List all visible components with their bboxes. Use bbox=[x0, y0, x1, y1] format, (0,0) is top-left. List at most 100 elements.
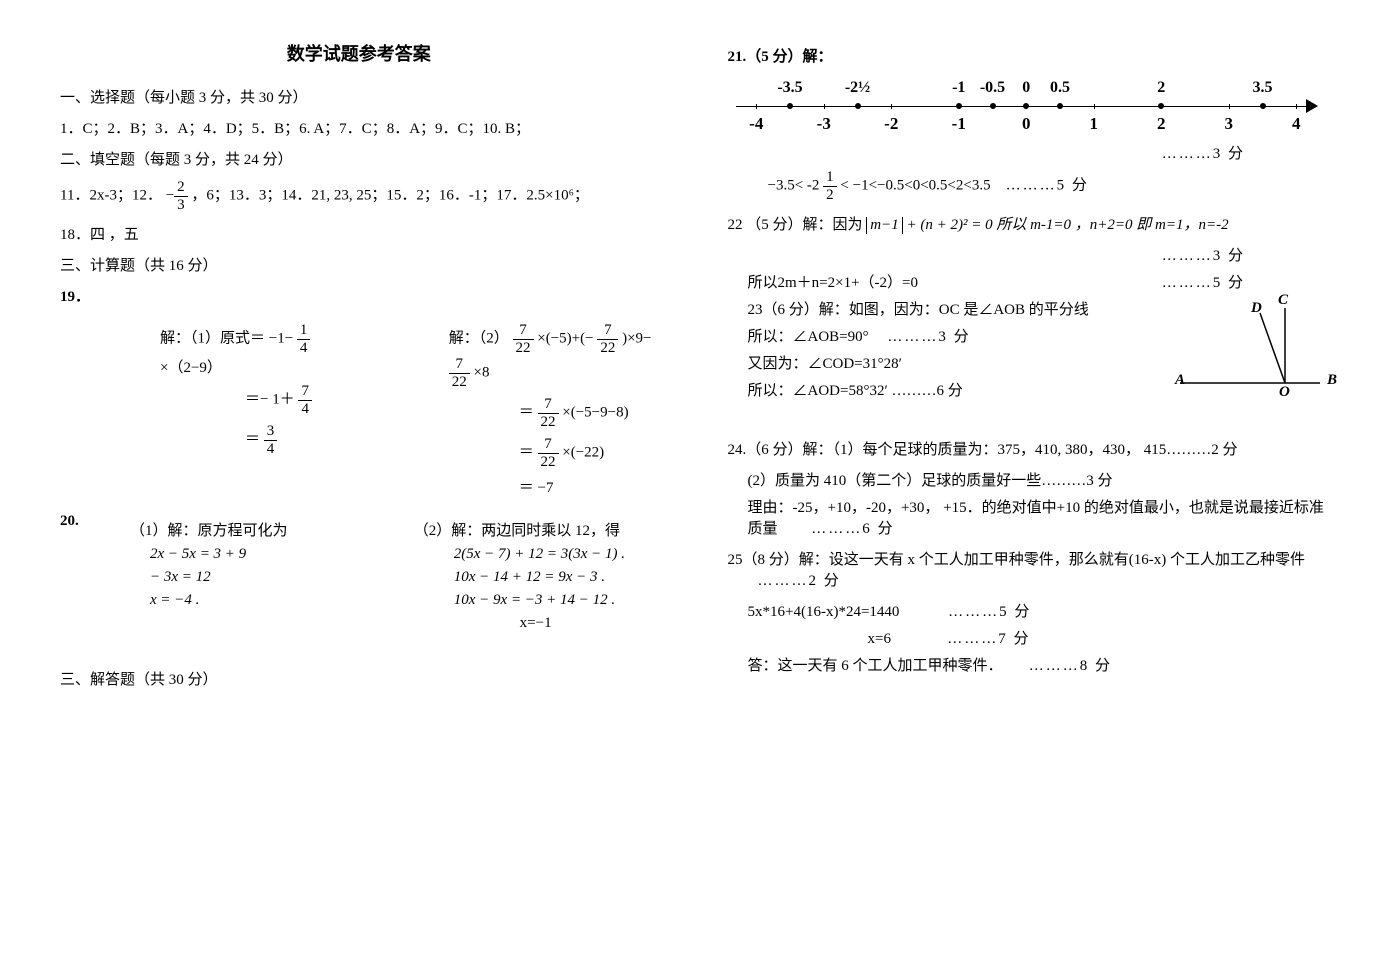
numline-tick-label: 1 bbox=[1090, 114, 1099, 134]
q19-2-l1: 解：（2） 722 ×(−5)+(− 722 )×9− 722 ×8 bbox=[449, 322, 658, 390]
left-column: 数学试题参考答案 一、选择题（每小题 3 分，共 30 分） 1．C；2．B；3… bbox=[0, 0, 698, 971]
numline-tick-label: 0 bbox=[1022, 114, 1031, 134]
answers-1-10: 1．C；2．B；3．A；4．D；5．B；6. A；7．C；8．A；9．C；10.… bbox=[60, 117, 658, 138]
right-column: 21.（5 分）解： -4-3-2-101234-3.5-2½-1-0.500.… bbox=[698, 0, 1375, 971]
answers-1-10-text: 1．C；2．B；3．A；4．D；5．B；6. A；7．C；8．A；9．C；10.… bbox=[60, 121, 530, 137]
q21-ineq: −3.5< -2 12 < −1<−0.5<0<0.5<2<3.5 ………5 分 bbox=[768, 169, 1326, 203]
numline-tick-label: 4 bbox=[1292, 114, 1301, 134]
numline-dot-label: 3.5 bbox=[1253, 79, 1273, 97]
q20-1-l2: − 3x = 12 bbox=[150, 569, 374, 586]
q25-l3-row: x=6 ………7 分 bbox=[868, 627, 1326, 648]
numline-tick-label: -3 bbox=[817, 114, 831, 134]
frac-7-22d: 722 bbox=[538, 396, 559, 430]
q21-ineq-b: < −1<−0.5<0<0.5<2<3.5 bbox=[840, 177, 990, 193]
q19-label: 19． bbox=[60, 285, 658, 306]
numline-arrow-icon bbox=[1306, 99, 1318, 113]
q25-l1-row: 25（8 分）解：设这一天有 x 个工人加工甲种零件，那么就有(16-x) 个工… bbox=[728, 548, 1326, 590]
numline-dot bbox=[990, 103, 996, 109]
q19-2-head: 解：（2） bbox=[449, 330, 509, 346]
fill-18: 18．四 ，五 bbox=[60, 223, 658, 244]
q19-1-head: 解：（1）原式＝ −1− bbox=[160, 330, 293, 346]
q25-score7: ………7 分 bbox=[947, 631, 1030, 647]
numline-dot-label: -1 bbox=[952, 79, 965, 97]
angle-diagram: A B O C D bbox=[1175, 298, 1325, 398]
frac-7-22c: 722 bbox=[449, 356, 470, 390]
q19-1: 解：（1）原式＝ −1− 14 ×（2−9） ＝− 1＋ 74 ＝ 34 bbox=[60, 316, 369, 503]
numline-dot bbox=[1158, 103, 1164, 109]
frac-1-4: 14 bbox=[297, 322, 311, 356]
q19-2-l3b: ×(−22) bbox=[562, 444, 604, 460]
q24-l3-row: 理由：-25，+10，-20，+30， +15．的绝对值中+10 的绝对值最小，… bbox=[748, 496, 1326, 538]
q19-1-head-post: ×（2−9） bbox=[160, 360, 222, 376]
q21-ineq-a: −3.5< -2 bbox=[768, 177, 820, 193]
q19-2-eq3: ＝ bbox=[519, 444, 534, 460]
q20-2-l2: 10x − 14 + 12 = 9x − 3 . bbox=[454, 569, 658, 586]
q19-2-l4: ＝ −7 bbox=[449, 476, 658, 497]
q19-1-eq: ＝ bbox=[245, 431, 260, 447]
numline-dot-label: -3.5 bbox=[777, 79, 802, 97]
lbl-A: A bbox=[1175, 372, 1185, 389]
numline-tick bbox=[824, 104, 825, 109]
numline-tick bbox=[756, 104, 757, 109]
q20-2-head: （2）解：两边同时乘以 12，得 bbox=[414, 519, 658, 540]
number-line: -4-3-2-101234-3.5-2½-1-0.500.523.5 bbox=[736, 76, 1316, 136]
q20-2: （2）解：两边同时乘以 12，得 2(5x − 7) + 12 = 3(3x −… bbox=[414, 513, 658, 638]
q20-block: 20. （1）解：原方程可化为 2x − 5x = 3 + 9 − 3x = 1… bbox=[60, 513, 658, 638]
q19-1-l3: ＝ 34 bbox=[160, 423, 369, 457]
lbl-O: O bbox=[1279, 384, 1290, 401]
q20-1-head: （1）解：原方程可化为 bbox=[130, 519, 374, 540]
doc-title: 数学试题参考答案 bbox=[60, 40, 658, 66]
fill-11-17: 11．2x-3；12． −23 ，6；13．3；14．21, 23, 25；15… bbox=[60, 179, 658, 213]
q25-l3: x=6 bbox=[868, 631, 891, 647]
frac-7-4: 74 bbox=[298, 383, 312, 417]
q25-l1: 25（8 分）解：设这一天有 x 个工人加工甲种零件，那么就有(16-x) 个工… bbox=[728, 552, 1306, 568]
numline-tick-label: 2 bbox=[1157, 114, 1166, 134]
frac-2-3: 23 bbox=[174, 179, 188, 213]
page: 数学试题参考答案 一、选择题（每小题 3 分，共 30 分） 1．C；2．B；3… bbox=[0, 0, 1375, 971]
q24-score6: ………6 分 bbox=[811, 521, 894, 537]
q20-1-l1: 2x − 5x = 3 + 9 bbox=[150, 546, 374, 563]
numline-dot-label: 0 bbox=[1022, 79, 1030, 97]
q19-1-l2: ＝− 1＋ 74 bbox=[160, 383, 369, 417]
q22-abs: m−1 bbox=[866, 217, 902, 234]
q25-l2: 5x*16+4(16-x)*24=1440 bbox=[748, 604, 900, 620]
q21-score3: ………3 分 bbox=[728, 142, 1246, 163]
numline-dot-label: -0.5 bbox=[980, 79, 1005, 97]
q25-score8: ………8 分 bbox=[1029, 658, 1112, 674]
q19-2-c: ×8 bbox=[474, 364, 490, 380]
q22-pre: 22 （5 分）解：因为 bbox=[728, 217, 863, 233]
q20-1: （1）解：原方程可化为 2x − 5x = 3 + 9 − 3x = 12 x … bbox=[130, 513, 374, 638]
section-answer-header: 三、解答题（共 30 分） bbox=[60, 668, 658, 689]
q20-1-l3: x = −4 . bbox=[150, 592, 374, 609]
q23-block: A B O C D 23（6 分）解：如图，因为：OC 是∠AOB 的平分线 所… bbox=[728, 298, 1326, 428]
q20-2-l4: x=−1 bbox=[414, 615, 658, 632]
q19-2-a: ×(−5)+(− bbox=[537, 330, 593, 346]
numline-dot-label: -2½ bbox=[845, 79, 870, 97]
numline-tick bbox=[1229, 104, 1230, 109]
q24-l2: (2）质量为 410（第二个）足球的质量好一些………3 分 bbox=[748, 469, 1326, 490]
numline-dot bbox=[1023, 103, 1029, 109]
numline-dot-label: 2 bbox=[1157, 79, 1165, 97]
q19-2-l2: ＝ 722 ×(−5−9−8) bbox=[449, 396, 658, 430]
q22-l2-row: 所以2m＋n=2×1+（-2）=0 ………5 分 bbox=[748, 271, 1326, 292]
q22-score5: ………5 分 bbox=[1162, 271, 1245, 292]
section-answer-header-text: 三、解答题（共 30 分） bbox=[60, 672, 218, 688]
q20-2-l3: 10x − 9x = −3 + 14 − 12 . bbox=[454, 592, 658, 609]
frac-3-4: 34 bbox=[264, 423, 278, 457]
numline-tick-label: 3 bbox=[1225, 114, 1234, 134]
numline-tick-label: -1 bbox=[952, 114, 966, 134]
q20-label: 20. bbox=[60, 513, 90, 638]
q24-l1: 24.（6 分）解：（1）每个足球的质量为：375，410, 380，430， … bbox=[728, 438, 1326, 459]
q23-score3: ………3 分 bbox=[887, 329, 970, 345]
numline-dot bbox=[956, 103, 962, 109]
frac-7-22a: 722 bbox=[513, 322, 534, 356]
angle-svg bbox=[1175, 298, 1325, 398]
q22-score3: ………3 分 bbox=[728, 244, 1246, 265]
numline-dot bbox=[787, 103, 793, 109]
numline-tick-label: -4 bbox=[749, 114, 763, 134]
frac-7-22e: 722 bbox=[538, 436, 559, 470]
q22: 22 （5 分）解：因为 m−1 + (n + 2)² = 0 所以 m-1=0… bbox=[728, 213, 1326, 234]
q19-2-l3: ＝ 722 ×(−22) bbox=[449, 436, 658, 470]
section-1-header: 一、选择题（每小题 3 分，共 30 分） bbox=[60, 86, 658, 107]
q19-2: 解：（2） 722 ×(−5)+(− 722 )×9− 722 ×8 ＝ 722… bbox=[449, 316, 658, 503]
